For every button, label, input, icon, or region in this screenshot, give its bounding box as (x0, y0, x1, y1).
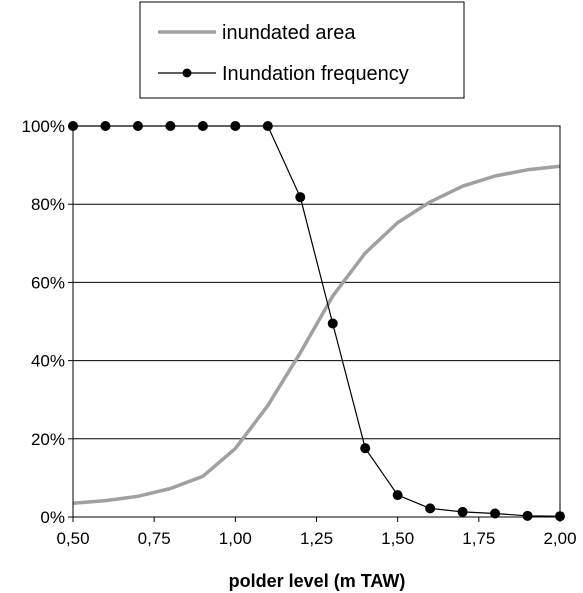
y-tick-label: 80% (31, 195, 65, 214)
data-point-inundation-frequency (360, 443, 371, 454)
y-tick-label: 40% (31, 352, 65, 371)
x-tick-label: 0,75 (138, 529, 171, 548)
y-axis-ticks: 0% 20% 40% 60% 80% 100% (22, 117, 73, 527)
data-point-inundation-frequency (457, 506, 468, 517)
series-line-inundated-area (72, 164, 561, 506)
y-tick-label: 0% (40, 508, 65, 527)
legend-label-inundation-frequency: Inundation frequency (222, 63, 409, 85)
x-tick-label: 1,25 (300, 529, 333, 548)
data-point-inundation-frequency (425, 503, 436, 514)
data-point-inundation-frequency (327, 318, 338, 329)
plot-area (68, 121, 565, 522)
legend-box (139, 1, 465, 99)
data-point-inundation-frequency (392, 490, 403, 501)
x-tick-label: 0,50 (56, 529, 89, 548)
x-tick-label: 1,50 (381, 529, 414, 548)
x-axis-title: polder level (m TAW) (229, 571, 406, 591)
legend-marker-inundation-frequency (182, 68, 192, 78)
x-tick-label: 1,75 (462, 529, 495, 548)
x-tick-label: 2,00 (543, 529, 576, 548)
y-tick-label: 20% (31, 430, 65, 449)
data-point-inundation-frequency (490, 508, 501, 519)
x-axis-ticks: 0,50 0,75 1,00 1,25 1,50 1,75 2,00 (56, 517, 577, 548)
data-point-inundation-frequency (522, 510, 533, 521)
series-layer (68, 121, 565, 522)
data-point-inundation-frequency (295, 192, 306, 203)
legend: inundated area Inundation frequency (139, 1, 465, 99)
y-tick-label: 60% (31, 273, 65, 292)
y-tick-label: 100% (22, 117, 65, 136)
x-tick-label: 1,00 (219, 529, 252, 548)
legend-label-inundated-area: inundated area (222, 22, 356, 44)
